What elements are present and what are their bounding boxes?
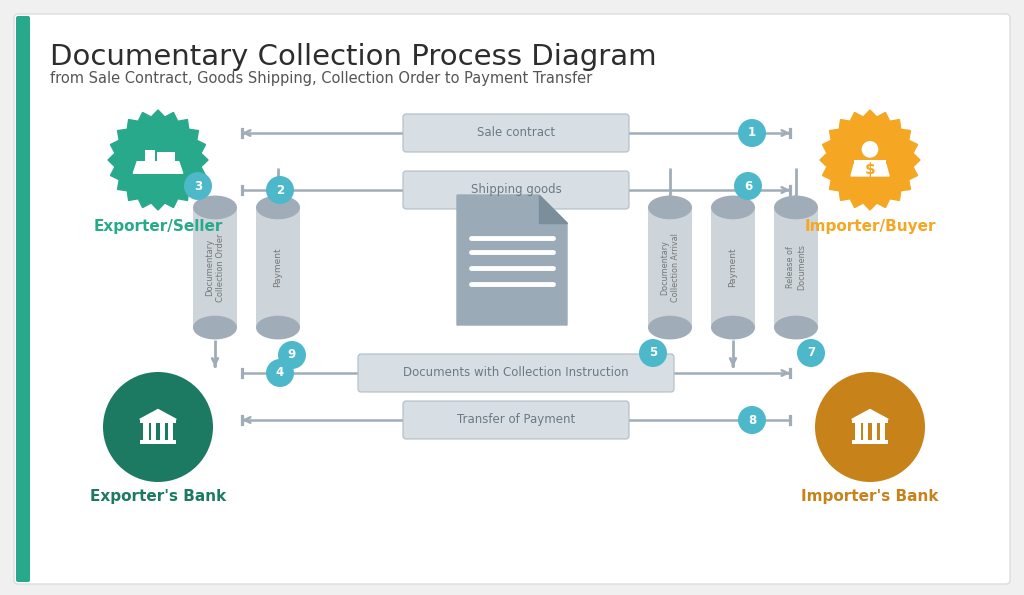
Text: Documentary
Collection Order: Documentary Collection Order	[205, 233, 225, 302]
Text: Exporter/Seller: Exporter/Seller	[93, 219, 222, 234]
Polygon shape	[851, 165, 889, 176]
Bar	[880, 423, 885, 440]
Circle shape	[738, 119, 766, 147]
Ellipse shape	[774, 196, 818, 220]
FancyBboxPatch shape	[403, 114, 629, 152]
Circle shape	[734, 172, 762, 200]
Ellipse shape	[711, 196, 755, 220]
FancyBboxPatch shape	[358, 354, 674, 392]
Bar	[139, 440, 176, 444]
Circle shape	[797, 339, 825, 367]
Text: 5: 5	[649, 346, 657, 359]
FancyBboxPatch shape	[858, 164, 882, 176]
Bar	[871, 423, 877, 440]
Ellipse shape	[774, 316, 818, 340]
Ellipse shape	[648, 316, 692, 340]
Text: 9: 9	[288, 349, 296, 362]
Circle shape	[266, 176, 294, 204]
Bar	[648, 208, 692, 328]
Ellipse shape	[193, 196, 237, 220]
Bar	[143, 423, 148, 440]
Polygon shape	[820, 110, 920, 210]
Bar	[774, 208, 818, 328]
Bar	[160, 423, 165, 440]
Ellipse shape	[256, 316, 300, 340]
Polygon shape	[457, 195, 567, 325]
Circle shape	[184, 172, 212, 200]
Polygon shape	[139, 409, 176, 419]
Ellipse shape	[193, 316, 237, 340]
Ellipse shape	[648, 196, 692, 220]
Bar	[166, 152, 175, 161]
FancyBboxPatch shape	[16, 16, 30, 582]
Circle shape	[738, 406, 766, 434]
Text: Importer/Buyer: Importer/Buyer	[804, 219, 936, 234]
Text: Importer's Bank: Importer's Bank	[801, 489, 939, 504]
Bar	[854, 160, 886, 165]
Bar	[855, 423, 860, 440]
Bar	[158, 152, 166, 161]
Bar	[256, 208, 300, 328]
Polygon shape	[852, 409, 888, 419]
Text: 8: 8	[748, 414, 756, 427]
Text: Documentary
Collection Arrival: Documentary Collection Arrival	[659, 233, 680, 302]
Text: 2: 2	[275, 183, 284, 196]
Text: Payment: Payment	[273, 248, 283, 287]
FancyBboxPatch shape	[403, 171, 629, 209]
Text: Sale contract: Sale contract	[477, 127, 555, 139]
Text: 1: 1	[748, 127, 756, 139]
Text: $: $	[864, 162, 876, 177]
Bar	[863, 423, 868, 440]
Bar	[193, 208, 237, 328]
Circle shape	[103, 372, 213, 482]
Text: Payment: Payment	[728, 248, 737, 287]
Bar	[152, 423, 157, 440]
Polygon shape	[108, 110, 208, 210]
FancyBboxPatch shape	[403, 401, 629, 439]
Bar	[852, 419, 888, 423]
FancyBboxPatch shape	[14, 14, 1010, 584]
Ellipse shape	[711, 316, 755, 340]
Text: 3: 3	[194, 180, 202, 193]
Polygon shape	[133, 162, 182, 173]
Text: Shipping goods: Shipping goods	[471, 183, 561, 196]
Text: Transfer of Payment: Transfer of Payment	[457, 414, 575, 427]
Text: Release of
Documents: Release of Documents	[786, 245, 806, 290]
Text: 4: 4	[275, 367, 284, 380]
Circle shape	[815, 372, 925, 482]
Bar	[852, 440, 888, 444]
Text: Documents with Collection Instruction: Documents with Collection Instruction	[403, 367, 629, 380]
Circle shape	[639, 339, 667, 367]
Text: Documentary Collection Process Diagram: Documentary Collection Process Diagram	[50, 43, 656, 71]
Ellipse shape	[256, 196, 300, 220]
Polygon shape	[539, 195, 567, 223]
Bar	[168, 423, 173, 440]
Text: 7: 7	[807, 346, 815, 359]
Bar	[137, 161, 179, 163]
Circle shape	[266, 359, 294, 387]
Bar	[144, 150, 156, 161]
Text: Exporter's Bank: Exporter's Bank	[90, 489, 226, 504]
Bar	[139, 419, 176, 423]
Bar	[711, 208, 755, 328]
Circle shape	[278, 341, 306, 369]
Text: 6: 6	[743, 180, 752, 193]
Text: from Sale Contract, Goods Shipping, Collection Order to Payment Transfer: from Sale Contract, Goods Shipping, Coll…	[50, 71, 592, 86]
Circle shape	[861, 141, 879, 158]
